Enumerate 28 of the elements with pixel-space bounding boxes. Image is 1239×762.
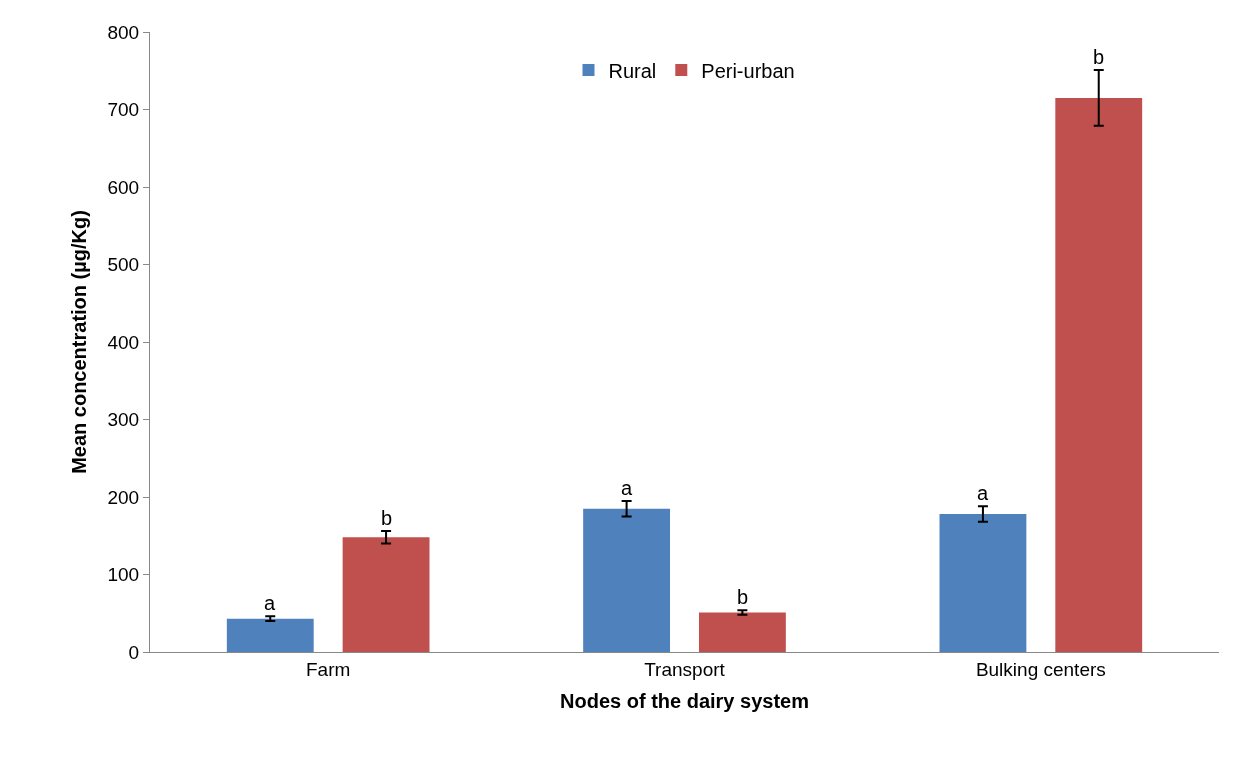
- x-tick-label: Transport: [644, 658, 726, 680]
- bar: [583, 508, 671, 652]
- data-label: a: [621, 477, 633, 499]
- y-tick-label: 200: [107, 486, 140, 508]
- bar: [226, 618, 314, 652]
- y-tick-label: 700: [107, 99, 140, 121]
- data-label: a: [977, 482, 989, 504]
- y-axis-title: Mean concentration (µg/Kg): [68, 210, 90, 474]
- y-tick-label: 500: [107, 254, 140, 276]
- data-label: a: [264, 592, 276, 614]
- y-tick-label: 600: [107, 176, 140, 198]
- x-axis-title: Nodes of the dairy system: [560, 690, 809, 713]
- y-tick-label: 400: [107, 331, 140, 353]
- bar: [342, 537, 430, 652]
- legend-label: Rural: [608, 59, 657, 82]
- bar: [698, 612, 786, 652]
- y-tick-label: 800: [107, 21, 140, 43]
- data-label: b: [381, 507, 393, 529]
- bar: [1055, 97, 1143, 652]
- x-tick-label: Bulking centers: [975, 658, 1106, 680]
- y-tick-label: 0: [128, 641, 140, 663]
- y-tick-label: 100: [107, 564, 140, 586]
- data-label: b: [737, 586, 749, 608]
- y-tick-label: 300: [107, 409, 140, 431]
- data-label: b: [1093, 46, 1105, 68]
- bar: [939, 514, 1027, 652]
- x-tick-label: Farm: [306, 658, 351, 680]
- legend-label: Peri-urban: [701, 59, 795, 82]
